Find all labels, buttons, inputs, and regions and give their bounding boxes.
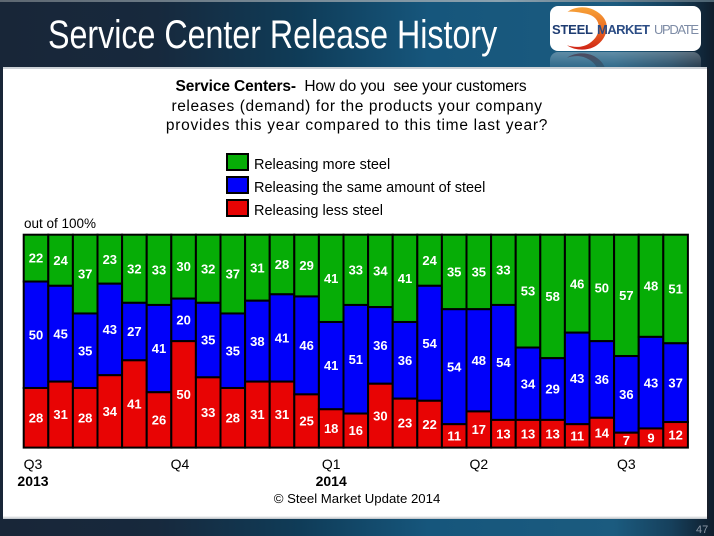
svg-text:28: 28 bbox=[226, 410, 240, 425]
svg-text:48: 48 bbox=[644, 278, 658, 293]
svg-text:31: 31 bbox=[250, 407, 264, 422]
svg-text:32: 32 bbox=[127, 261, 141, 276]
svg-text:50: 50 bbox=[29, 327, 43, 342]
svg-text:37: 37 bbox=[668, 375, 682, 390]
svg-text:16: 16 bbox=[349, 423, 363, 438]
svg-text:24: 24 bbox=[53, 253, 68, 268]
svg-text:41: 41 bbox=[398, 271, 412, 286]
svg-text:MARKET: MARKET bbox=[597, 22, 650, 37]
svg-text:35: 35 bbox=[472, 265, 486, 280]
svg-text:24: 24 bbox=[422, 253, 437, 268]
svg-text:12: 12 bbox=[668, 427, 682, 442]
svg-text:28: 28 bbox=[78, 410, 92, 425]
svg-text:33: 33 bbox=[152, 262, 166, 277]
svg-text:57: 57 bbox=[619, 288, 633, 303]
svg-text:48: 48 bbox=[472, 353, 486, 368]
svg-text:14: 14 bbox=[595, 425, 610, 440]
svg-text:51: 51 bbox=[668, 282, 682, 297]
svg-text:27: 27 bbox=[127, 324, 141, 339]
svg-text:34: 34 bbox=[373, 263, 388, 278]
svg-text:54: 54 bbox=[447, 359, 462, 374]
svg-text:11: 11 bbox=[570, 428, 584, 443]
svg-text:13: 13 bbox=[545, 426, 559, 441]
svg-text:41: 41 bbox=[127, 397, 141, 412]
svg-text:9: 9 bbox=[647, 431, 654, 446]
svg-text:36: 36 bbox=[398, 353, 412, 368]
svg-text:31: 31 bbox=[53, 407, 67, 422]
svg-text:31: 31 bbox=[250, 260, 264, 275]
svg-text:28: 28 bbox=[29, 410, 43, 425]
svg-text:54: 54 bbox=[422, 336, 437, 351]
svg-text:22: 22 bbox=[422, 417, 436, 432]
svg-text:53: 53 bbox=[521, 284, 535, 299]
svg-text:7: 7 bbox=[623, 433, 630, 448]
svg-text:STEEL: STEEL bbox=[552, 22, 593, 37]
svg-text:36: 36 bbox=[373, 338, 387, 353]
svg-text:46: 46 bbox=[299, 338, 313, 353]
svg-text:29: 29 bbox=[299, 258, 313, 273]
svg-text:32: 32 bbox=[201, 261, 215, 276]
svg-text:37: 37 bbox=[226, 267, 240, 282]
svg-text:35: 35 bbox=[226, 343, 240, 358]
svg-text:36: 36 bbox=[595, 372, 609, 387]
svg-text:50: 50 bbox=[176, 387, 190, 402]
svg-text:17: 17 bbox=[472, 422, 486, 437]
svg-text:43: 43 bbox=[644, 375, 658, 390]
svg-text:34: 34 bbox=[103, 404, 118, 419]
svg-text:18: 18 bbox=[324, 421, 338, 436]
svg-text:31: 31 bbox=[275, 407, 289, 422]
svg-text:28: 28 bbox=[275, 257, 289, 272]
svg-text:29: 29 bbox=[545, 382, 559, 397]
svg-text:54: 54 bbox=[496, 355, 511, 370]
svg-text:26: 26 bbox=[152, 413, 166, 428]
svg-text:35: 35 bbox=[447, 265, 461, 280]
svg-text:50: 50 bbox=[595, 281, 609, 296]
svg-text:23: 23 bbox=[398, 416, 412, 431]
svg-text:58: 58 bbox=[545, 289, 559, 304]
svg-text:13: 13 bbox=[521, 426, 535, 441]
svg-text:25: 25 bbox=[299, 414, 313, 429]
svg-text:41: 41 bbox=[324, 358, 338, 373]
svg-text:UPDATE: UPDATE bbox=[654, 22, 699, 37]
svg-text:35: 35 bbox=[78, 343, 92, 358]
svg-text:30: 30 bbox=[373, 408, 387, 423]
svg-text:33: 33 bbox=[349, 262, 363, 277]
svg-text:33: 33 bbox=[496, 262, 510, 277]
svg-text:45: 45 bbox=[53, 326, 67, 341]
svg-text:35: 35 bbox=[201, 333, 215, 348]
svg-text:33: 33 bbox=[201, 405, 215, 420]
svg-text:41: 41 bbox=[324, 271, 338, 286]
svg-text:41: 41 bbox=[275, 331, 289, 346]
svg-text:11: 11 bbox=[447, 428, 461, 443]
svg-text:34: 34 bbox=[521, 376, 536, 391]
svg-text:43: 43 bbox=[103, 322, 117, 337]
svg-text:36: 36 bbox=[619, 387, 633, 402]
svg-text:23: 23 bbox=[103, 252, 117, 267]
svg-text:41: 41 bbox=[152, 341, 166, 356]
svg-text:37: 37 bbox=[78, 267, 92, 282]
svg-text:43: 43 bbox=[570, 371, 584, 386]
svg-text:38: 38 bbox=[250, 334, 264, 349]
svg-text:13: 13 bbox=[496, 426, 510, 441]
svg-text:20: 20 bbox=[176, 312, 190, 327]
svg-text:30: 30 bbox=[176, 259, 190, 274]
svg-text:46: 46 bbox=[570, 276, 584, 291]
svg-text:22: 22 bbox=[29, 251, 43, 266]
svg-text:51: 51 bbox=[349, 352, 363, 367]
